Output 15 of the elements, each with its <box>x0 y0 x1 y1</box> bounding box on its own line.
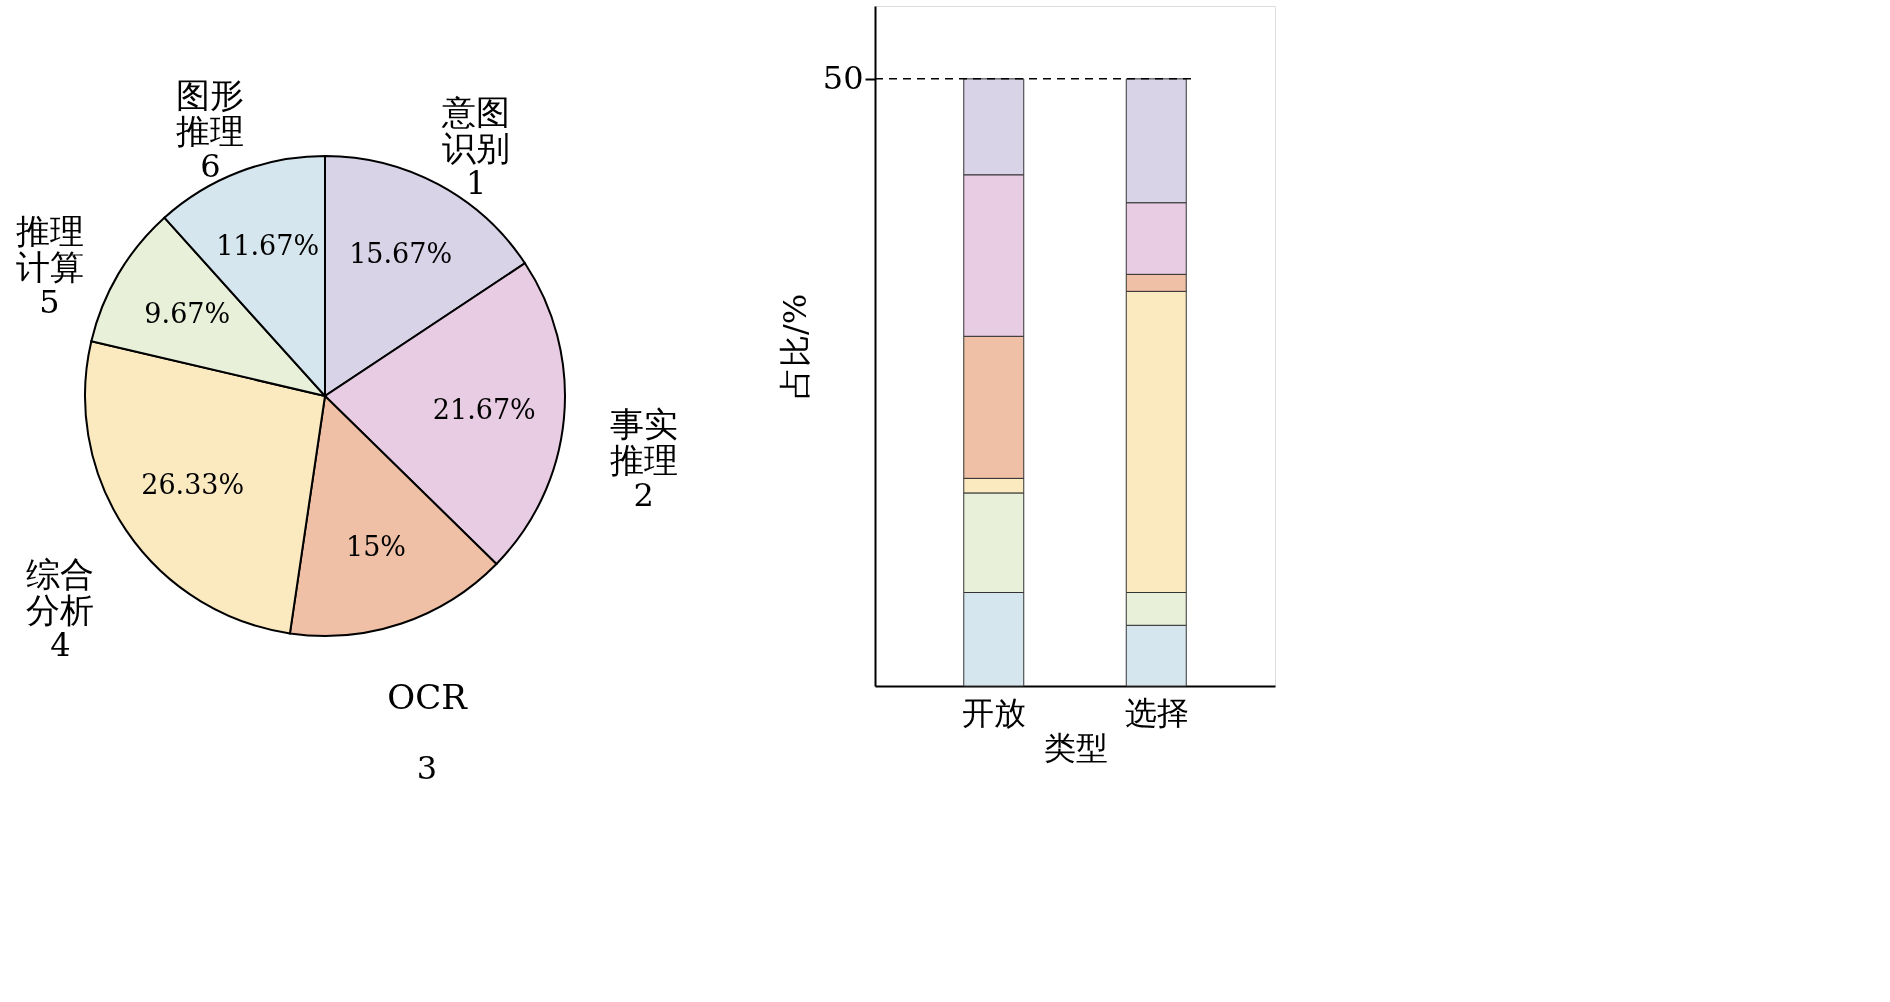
data-label: 26.33% <box>141 468 245 500</box>
slice-label: 意图识别 <box>441 91 511 168</box>
y-tick-label: 50 <box>822 59 864 98</box>
text: 3 <box>416 749 438 788</box>
y-axis-title: 占比/% <box>775 293 814 400</box>
slice-label: 综合分析 <box>26 553 95 630</box>
data-label: 15.67% <box>349 238 453 269</box>
data-label: 21.67% <box>432 394 536 426</box>
data-label: 15% <box>346 530 407 562</box>
data-label: 11.67% <box>216 229 320 261</box>
data-label: 9.67% <box>144 297 231 329</box>
x-tick-label: 开放 <box>962 693 1027 732</box>
slice-label: OCR <box>387 677 469 718</box>
x-tick-label: 选择 <box>1124 693 1189 732</box>
x-axis-title: 类型 <box>1043 728 1108 767</box>
